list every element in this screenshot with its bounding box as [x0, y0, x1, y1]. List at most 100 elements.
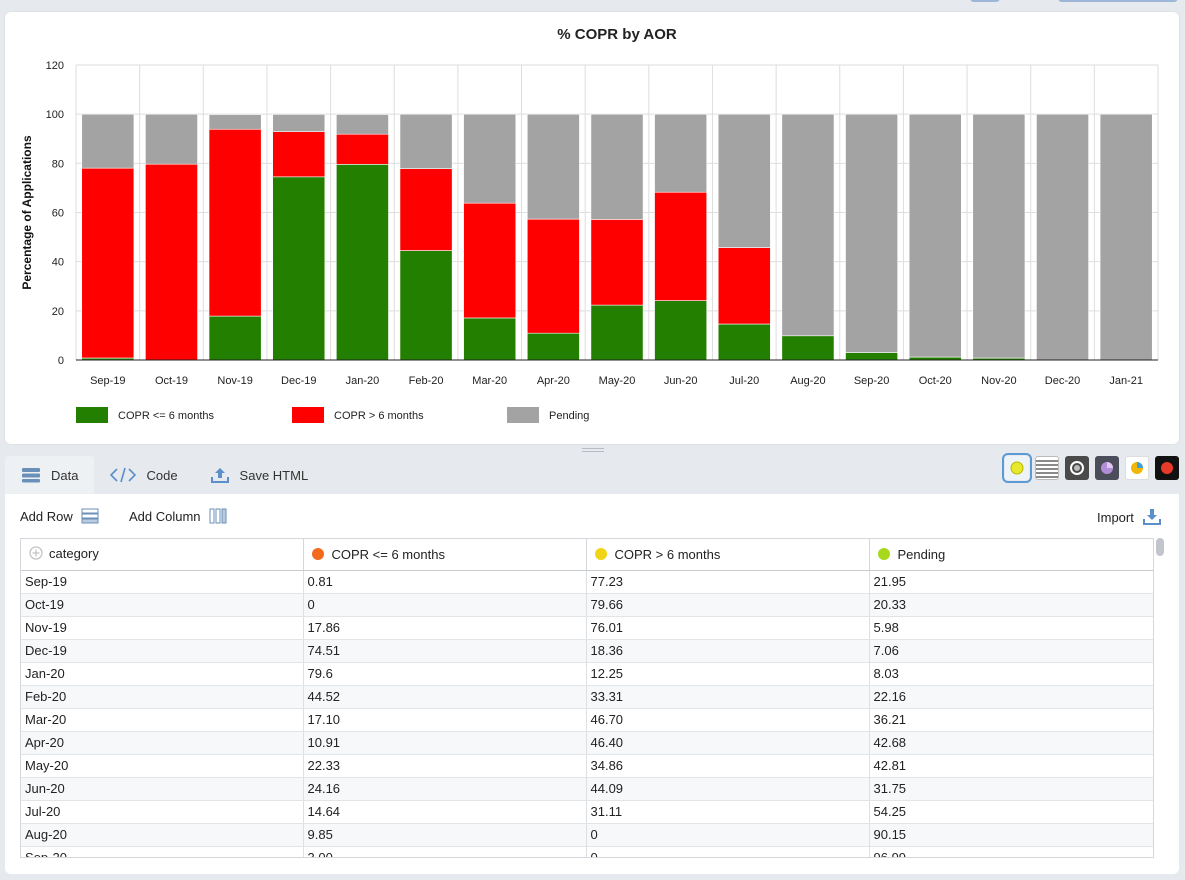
purple-theme-icon[interactable]	[1095, 456, 1119, 480]
table-cell[interactable]: 76.01	[586, 616, 870, 640]
table-cell[interactable]: 36.21	[869, 708, 1153, 732]
table-cell[interactable]: 10.91	[303, 731, 587, 755]
table-row[interactable]: Apr-20 10.91 46.40 42.68	[21, 731, 1153, 755]
table-row[interactable]: May-20 22.33 34.86 42.81	[21, 754, 1153, 778]
import-button[interactable]: Import	[1097, 508, 1162, 526]
multicolor-theme-icon[interactable]	[1125, 456, 1149, 480]
table-cell[interactable]: 79.6	[303, 662, 587, 686]
table-row[interactable]: Oct-19 0 79.66 20.33	[21, 593, 1153, 617]
tab-code[interactable]: Code	[94, 456, 193, 494]
panel-resize-handle[interactable]	[582, 448, 604, 452]
table-cell[interactable]: Nov-19	[21, 616, 304, 640]
table-cell[interactable]: Jan-20	[21, 662, 304, 686]
table-cell[interactable]: May-20	[21, 754, 304, 778]
table-cell[interactable]: 44.09	[586, 777, 870, 801]
table-cell[interactable]: 0	[586, 846, 870, 857]
table-cell[interactable]: 8.03	[869, 662, 1153, 686]
bar-segment	[336, 133, 389, 165]
table-cell[interactable]: 90.15	[869, 823, 1153, 847]
table-cell[interactable]: 31.75	[869, 777, 1153, 801]
table-cell[interactable]: 74.51	[303, 639, 587, 663]
bar-segment	[145, 113, 198, 165]
table-cell[interactable]: 3.00	[303, 846, 587, 857]
table-cell[interactable]: 42.81	[869, 754, 1153, 778]
table-cell[interactable]: 0	[586, 823, 870, 847]
table-cell[interactable]: 9.85	[303, 823, 587, 847]
column-header-category[interactable]: category	[21, 539, 304, 571]
column-header-pending[interactable]: Pending	[869, 539, 1153, 571]
table-cell[interactable]: 18.36	[586, 639, 870, 663]
table-cell[interactable]: 79.66	[586, 593, 870, 617]
bar-segment	[1036, 113, 1089, 361]
scrollbar-thumb[interactable]	[1156, 538, 1164, 556]
table-cell[interactable]: 7.06	[869, 639, 1153, 663]
bar-segment	[272, 131, 326, 178]
series-color-dot-icon[interactable]	[311, 547, 324, 560]
table-cell[interactable]: 31.11	[586, 800, 870, 824]
table-cell[interactable]: 24.16	[303, 777, 587, 801]
top-button-partial-2[interactable]	[1058, 0, 1178, 2]
bar-segment	[81, 167, 135, 359]
add-circle-icon[interactable]	[29, 546, 43, 563]
table-cell[interactable]: 34.86	[586, 754, 870, 778]
table-row[interactable]: Mar-20 17.10 46.70 36.21	[21, 708, 1153, 732]
table-row[interactable]: Dec-19 74.51 18.36 7.06	[21, 639, 1153, 663]
table-row[interactable]: Sep-19 0.81 77.23 21.95	[21, 570, 1153, 594]
table-row[interactable]: Jul-20 14.64 31.11 54.25	[21, 800, 1153, 824]
table-cell[interactable]: 54.25	[869, 800, 1153, 824]
table-cell[interactable]: 12.25	[586, 662, 870, 686]
series-color-dot-icon[interactable]	[877, 547, 890, 560]
table-cell[interactable]: Jun-20	[21, 777, 304, 801]
add-column-button[interactable]: Add Column	[129, 508, 227, 524]
table-cell[interactable]: Sep-19	[21, 570, 304, 594]
table-row[interactable]: Nov-19 17.86 76.01 5.98	[21, 616, 1153, 640]
table-cell[interactable]: 5.98	[869, 616, 1153, 640]
table-cell[interactable]: Feb-20	[21, 685, 304, 709]
table-cell[interactable]: 77.23	[586, 570, 870, 594]
table-cell[interactable]: Mar-20	[21, 708, 304, 732]
table-cell[interactable]: 33.31	[586, 685, 870, 709]
table-cell[interactable]: Sep-20	[21, 846, 304, 857]
table-row[interactable]: Feb-20 44.52 33.31 22.16	[21, 685, 1153, 709]
bar-segment	[654, 113, 708, 193]
add-row-button[interactable]: Add Row	[20, 508, 99, 524]
table-cell[interactable]: 20.33	[869, 593, 1153, 617]
table-cell[interactable]: 0	[303, 593, 587, 617]
tab-save-html[interactable]: Save HTML	[194, 456, 325, 494]
pattern-theme-icon[interactable]	[1035, 456, 1059, 480]
table-row[interactable]: Sep-20 3.00 0 96.99	[21, 846, 1153, 857]
grid-scrollbar[interactable]	[1155, 538, 1165, 858]
data-grid[interactable]: category COPR <= 6 months COPR > 6 month…	[20, 538, 1154, 858]
table-row[interactable]: Jun-20 24.16 44.09 31.75	[21, 777, 1153, 801]
table-cell[interactable]: Aug-20	[21, 823, 304, 847]
add-column-label: Add Column	[129, 508, 201, 524]
bar-segment	[717, 247, 771, 325]
table-cell[interactable]: 22.16	[869, 685, 1153, 709]
yellow-theme-icon[interactable]	[1002, 453, 1032, 483]
top-button-partial[interactable]	[970, 0, 1000, 2]
table-cell[interactable]: 42.68	[869, 731, 1153, 755]
red-dark-theme-icon[interactable]	[1155, 456, 1179, 480]
tab-data[interactable]: Data	[5, 456, 95, 494]
table-cell[interactable]: Dec-19	[21, 639, 304, 663]
table-cell[interactable]: Apr-20	[21, 731, 304, 755]
column-header-copr-gt-6[interactable]: COPR > 6 months	[586, 539, 870, 571]
table-cell[interactable]: 21.95	[869, 570, 1153, 594]
table-cell[interactable]: 46.70	[586, 708, 870, 732]
table-cell[interactable]: 44.52	[303, 685, 587, 709]
column-header-copr-le-6[interactable]: COPR <= 6 months	[303, 539, 587, 571]
table-cell[interactable]: 0.81	[303, 570, 587, 594]
series-color-dot-icon[interactable]	[594, 547, 607, 560]
table-cell[interactable]: 96.99	[869, 846, 1153, 857]
table-cell[interactable]: 46.40	[586, 731, 870, 755]
table-cell[interactable]: Oct-19	[21, 593, 304, 617]
bar-segment	[336, 114, 389, 135]
table-cell[interactable]: 17.10	[303, 708, 587, 732]
table-cell[interactable]: Jul-20	[21, 800, 304, 824]
table-cell[interactable]: 17.86	[303, 616, 587, 640]
table-cell[interactable]: 22.33	[303, 754, 587, 778]
table-cell[interactable]: 14.64	[303, 800, 587, 824]
table-row[interactable]: Aug-20 9.85 0 90.15	[21, 823, 1153, 847]
table-row[interactable]: Jan-20 79.6 12.25 8.03	[21, 662, 1153, 686]
dark-ring-theme-icon[interactable]	[1065, 456, 1089, 480]
